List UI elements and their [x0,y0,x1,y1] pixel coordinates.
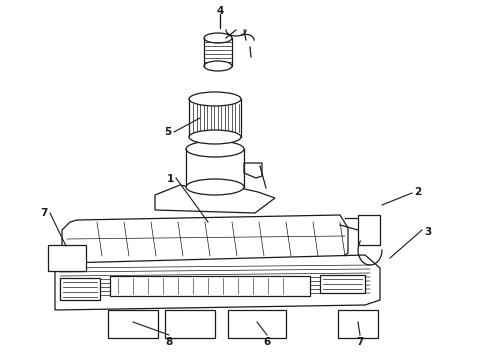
Bar [60,278,100,300]
Text: 7: 7 [356,337,364,347]
Bar [338,310,378,338]
Text: 7: 7 [40,208,48,218]
Bar [358,215,380,245]
Text: 6: 6 [264,337,270,347]
Ellipse shape [186,179,244,195]
Text: 5: 5 [164,127,171,137]
Bar [110,276,310,296]
Ellipse shape [189,92,241,106]
Text: 1: 1 [167,174,173,184]
Polygon shape [155,182,275,213]
Ellipse shape [204,33,232,43]
Polygon shape [244,163,262,178]
Text: 2: 2 [415,187,421,197]
Polygon shape [55,255,380,310]
Bar [228,310,286,338]
Ellipse shape [186,141,244,157]
Bar [165,310,215,338]
Bar [320,275,365,293]
Bar [48,245,86,271]
Polygon shape [62,215,348,266]
Text: 4: 4 [216,6,224,16]
Text: 8: 8 [166,337,172,347]
Bar [108,310,158,338]
Ellipse shape [189,130,241,144]
Ellipse shape [204,61,232,71]
Text: 3: 3 [424,227,432,237]
